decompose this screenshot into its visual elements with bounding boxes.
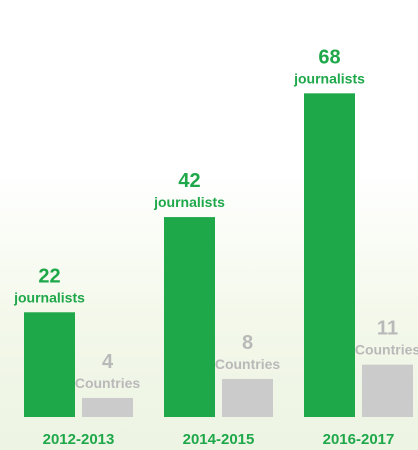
journalists-value-label-2012-2013: 22 xyxy=(38,265,60,287)
journalists-bar-2012-2013 xyxy=(24,312,75,417)
journalists-value-label-2014-2015: 42 xyxy=(178,170,200,192)
journalists-unit-label-2016-2017: journalists xyxy=(293,70,365,86)
countries-unit-label-2014-2015: Countries xyxy=(215,356,281,372)
journalists-bar-2014-2015 xyxy=(164,217,215,417)
bars-layer xyxy=(24,93,413,417)
countries-unit-label-2012-2013: Countries xyxy=(75,375,141,391)
countries-unit-label-2016-2017: Countries xyxy=(355,342,418,358)
countries-value-label-2016-2017: 11 xyxy=(377,318,398,340)
category-label-2016-2017: 2016-2017 xyxy=(323,431,395,448)
countries-bar-2014-2015 xyxy=(222,378,273,417)
journalists-bar-2016-2017 xyxy=(304,93,355,417)
countries-bar-2012-2013 xyxy=(82,397,133,417)
category-label-2014-2015: 2014-2015 xyxy=(183,431,255,448)
journalists-value-label-2016-2017: 68 xyxy=(318,46,340,68)
countries-value-label-2014-2015: 8 xyxy=(242,332,253,354)
countries-value-label-2012-2013: 4 xyxy=(102,351,114,373)
journalists-unit-label-2014-2015: journalists xyxy=(153,194,225,210)
category-label-2012-2013: 2012-2013 xyxy=(43,431,115,448)
journalists-unit-label-2012-2013: journalists xyxy=(13,289,85,305)
labels-layer: 22 journalists 4 Countries 2012-2013 42 journa… xyxy=(13,46,418,448)
countries-bar-2016-2017 xyxy=(362,364,413,417)
